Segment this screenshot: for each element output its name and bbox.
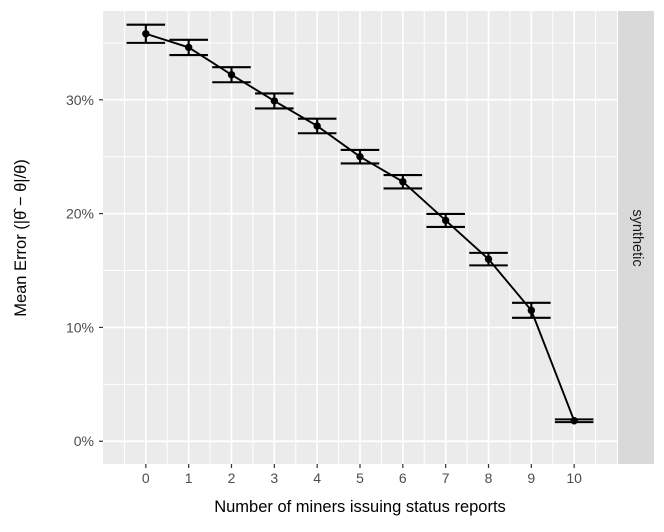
x-tick-label: 10 [566,470,582,486]
data-point [270,97,279,105]
data-point [484,255,493,263]
x-tick-label: 4 [313,470,321,486]
y-tick-label: 30% [66,92,94,108]
x-tick-label: 5 [356,470,364,486]
x-tick-label: 8 [485,470,493,486]
x-axis: 0 1 2 3 4 5 6 7 8 9 10 [142,464,582,486]
x-tick-label: 2 [228,470,236,486]
x-tick-label: 1 [185,470,193,486]
data-point [313,122,321,130]
x-tick-label: 6 [399,470,407,486]
y-tick-label: 0% [74,433,94,449]
x-tick-label: 9 [527,470,535,486]
x-tick-label: 7 [442,470,450,486]
data-point [441,216,450,225]
data-point [142,30,150,38]
data-point [527,306,536,315]
data-point [184,43,193,52]
y-tick-label: 20% [66,206,94,222]
data-point [356,152,364,161]
y-axis-title: Mean Error (|θ̂ − θ|/θ) [12,159,30,317]
data-point [399,178,407,186]
y-tick-label: 10% [66,319,94,335]
data-point [227,71,236,79]
facet-strip-label: synthetic [629,209,645,266]
facet-strip [618,11,654,464]
x-axis-title: Number of miners issuing status reports [214,498,506,516]
data-point [570,417,578,425]
facet-strip-background [618,11,654,464]
y-axis: 0% 10% 20% 30% [66,92,103,449]
gridlines-major [103,11,617,464]
data-points [142,30,578,425]
x-tick-label: 0 [142,470,150,486]
x-tick-label: 3 [270,470,278,486]
